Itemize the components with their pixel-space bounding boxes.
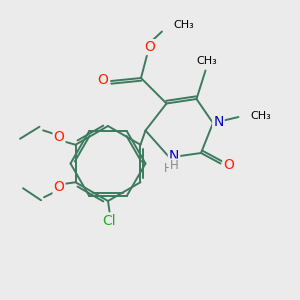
Text: N: N — [213, 115, 224, 128]
Text: Cl: Cl — [103, 214, 116, 228]
Text: CH₃: CH₃ — [173, 20, 194, 31]
Text: O: O — [224, 158, 234, 172]
Text: O: O — [97, 73, 108, 86]
Text: N: N — [169, 149, 179, 163]
Text: H: H — [169, 159, 178, 172]
Text: O: O — [54, 130, 64, 144]
Text: CH₃: CH₃ — [196, 56, 218, 67]
Text: O: O — [145, 40, 155, 54]
Text: CH₃: CH₃ — [250, 110, 271, 121]
Text: H: H — [164, 162, 172, 176]
Text: O: O — [54, 180, 64, 194]
